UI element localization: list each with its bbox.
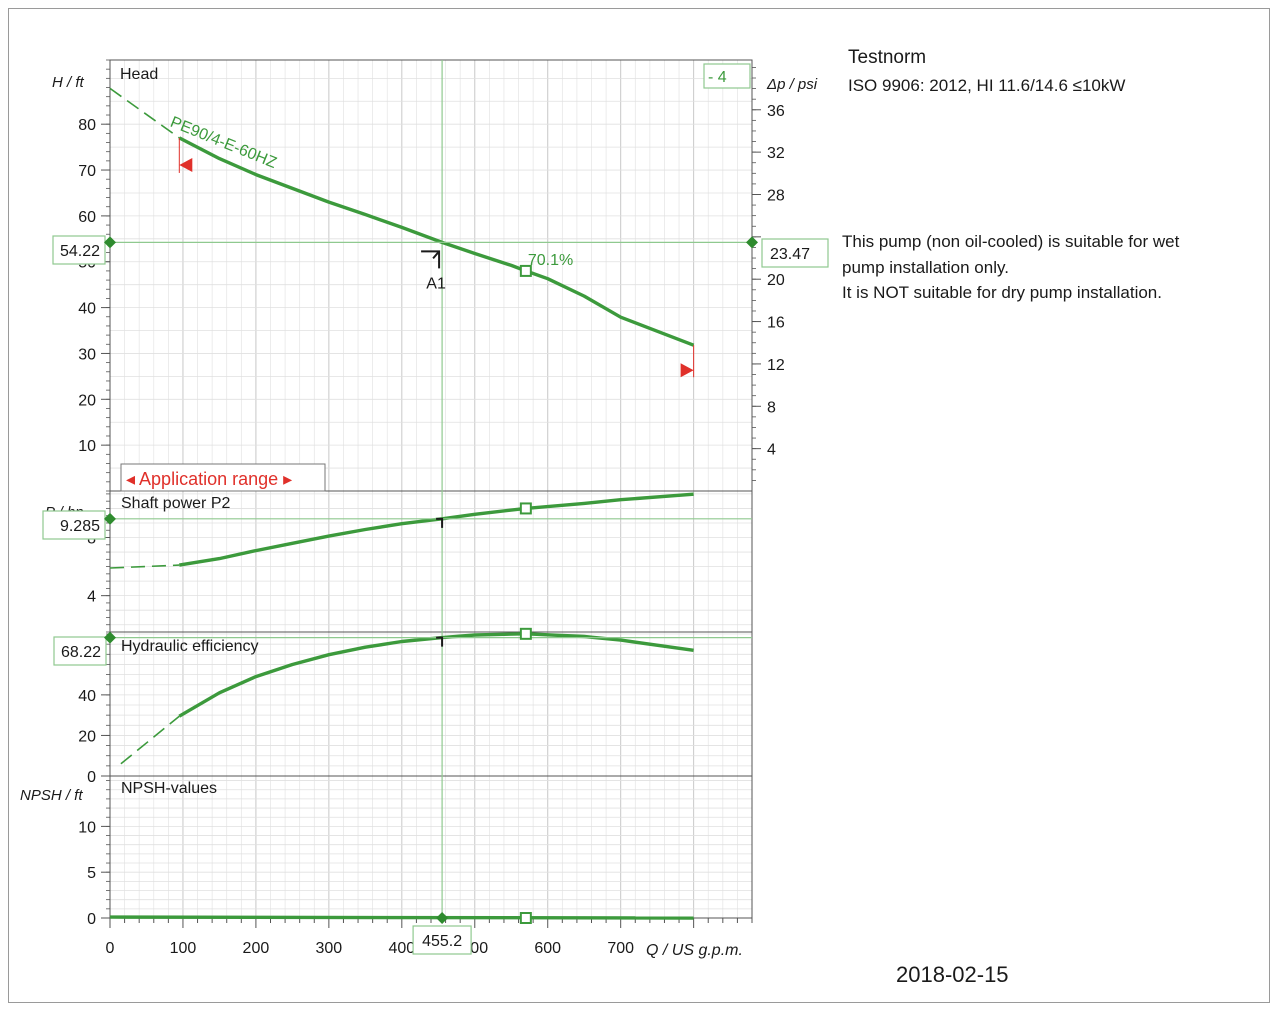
y2-axis-label-head: Δp / psi	[766, 76, 818, 93]
range-min-marker	[179, 157, 193, 172]
duty-head-readout-diamond	[104, 236, 116, 249]
duty-point-marker	[421, 250, 441, 269]
bep-marker	[519, 264, 532, 277]
y-tick-label: 10	[78, 819, 96, 836]
y-tick-label: 20	[78, 728, 96, 745]
y-tick-label: 30	[78, 346, 96, 363]
y-axis-label-head: H / ft	[52, 74, 85, 91]
y2-tick-label: 12	[767, 357, 785, 374]
panel-title-power: Shaft power P2	[121, 495, 231, 512]
duty-flow-value: 455.2	[422, 933, 462, 950]
y2-tick-label: 20	[767, 272, 785, 289]
panel-title-head: Head	[120, 66, 158, 83]
y-tick-label: 20	[78, 392, 96, 409]
duty-point-tick	[436, 517, 444, 528]
duty-x-diamond	[436, 912, 449, 924]
duty-efficiency-readout-diamond	[104, 631, 116, 644]
curve-number-label: - 4	[708, 69, 727, 86]
page-frame	[8, 8, 1270, 1003]
y-tick-label: 0	[87, 769, 96, 786]
x-tick-label: 400	[388, 940, 415, 957]
panel-title-npsh: NPSH-values	[121, 780, 217, 797]
x-tick-label: 700	[607, 940, 634, 957]
y2-tick-label: 4	[767, 442, 776, 459]
duty-psi-diamond	[746, 236, 758, 249]
performance-curve	[178, 136, 695, 347]
duty-psi-box	[761, 238, 829, 268]
y-tick-label: 70	[78, 163, 96, 180]
duty-power-readout-diamond	[104, 512, 116, 525]
y2-tick-label: 16	[767, 315, 785, 332]
x-tick-label: 100	[170, 940, 197, 957]
x-tick-label: 0	[106, 940, 115, 957]
curve-extension-dashed	[109, 564, 180, 569]
installation-note-line: This pump (non oil-cooled) is suitable f…	[842, 232, 1180, 251]
duty-head-readout-box	[52, 235, 106, 265]
y-tick-label: 10	[78, 438, 96, 455]
curve-number-box	[703, 63, 751, 89]
y-tick-label: 0	[87, 911, 96, 928]
application-range-label: ◂ Application range ▸	[126, 469, 292, 489]
x-axis-label: Q / US g.p.m.	[646, 942, 743, 959]
bep-marker	[519, 912, 532, 924]
duty-point-label: A1	[426, 275, 446, 292]
duty-flow-box	[412, 925, 472, 955]
installation-note-line: pump installation only.	[842, 257, 1009, 277]
x-tick-label: 300	[316, 940, 343, 957]
duty-power-readout-box	[42, 510, 106, 540]
y2-tick-label: 28	[767, 187, 785, 204]
y-tick-label: 40	[78, 301, 96, 318]
bep-marker	[519, 627, 532, 640]
test-standard-title: Testnorm	[848, 47, 927, 68]
duty-power-readout-value: 9.285	[60, 518, 100, 535]
performance-curve	[179, 492, 694, 567]
performance-curve	[109, 915, 694, 920]
document-date: 2018-02-15	[896, 962, 1009, 987]
duty-efficiency-readout-box	[53, 636, 107, 666]
duty-head-readout-value: 54.22	[60, 243, 100, 260]
duty-point-tick	[436, 636, 444, 647]
curve-extension-dashed	[109, 87, 180, 139]
range-max-marker	[680, 363, 694, 378]
performance-curve	[178, 632, 694, 718]
installation-note-line: It is NOT suitable for dry pump installa…	[842, 283, 1162, 302]
x-tick-label: 200	[243, 940, 270, 957]
y-tick-label: 5	[87, 865, 96, 882]
y2-tick-label: 36	[767, 103, 785, 120]
test-standard-spec: ISO 9906: 2012, HI 11.6/14.6 ≤10kW	[848, 76, 1126, 95]
y2-tick-label: 32	[767, 145, 785, 162]
installation-note: This pump (non oil-cooled) is suitable f…	[842, 229, 1262, 306]
y-tick-label: 4	[87, 589, 96, 606]
bep-marker	[519, 502, 532, 515]
x-tick-label: 600	[534, 940, 561, 957]
curve-extension-dashed	[120, 715, 180, 765]
y-tick-label: 40	[78, 688, 96, 705]
duty-efficiency-readout-value: 68.22	[61, 644, 101, 661]
y2-tick-label: 8	[767, 399, 776, 416]
duty-psi-value: 23.47	[770, 246, 810, 263]
y-tick-label: 60	[78, 209, 96, 226]
panel-title-efficiency: Hydraulic efficiency	[121, 638, 259, 655]
y-axis-label-npsh: NPSH / ft	[20, 787, 83, 804]
y-tick-label: 80	[78, 117, 96, 134]
application-range-box	[120, 463, 326, 492]
bep-efficiency-label: 70.1%	[528, 252, 573, 269]
